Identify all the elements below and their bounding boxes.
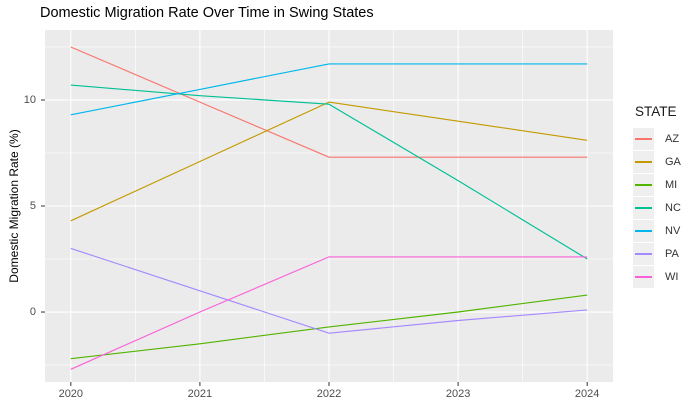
legend-key-line <box>635 253 652 255</box>
x-axis-tick-label: 2023 <box>445 388 471 400</box>
series-line-PA <box>70 247 588 334</box>
legend-title: STATE <box>635 104 677 119</box>
legend-key-line <box>635 138 652 140</box>
legend: STATE AZ GA MI NC NV PA WI <box>633 104 681 289</box>
y-axis-tick-label: 5 <box>29 200 36 212</box>
legend-label: AZ <box>665 133 680 145</box>
legend-key-line <box>635 276 652 278</box>
legend-key-icon <box>633 220 654 242</box>
legend-label: NC <box>665 202 681 214</box>
legend-key-icon <box>633 151 654 173</box>
legend-item-GA: GA <box>633 151 681 173</box>
y-axis-tick-label: 10 <box>23 93 36 106</box>
series-line-MI <box>70 294 588 360</box>
series-line-GA <box>70 101 588 222</box>
legend-label: MI <box>665 179 678 191</box>
legend-label: GA <box>665 156 681 168</box>
series-line-WI <box>70 256 588 370</box>
series-line-NC <box>70 84 588 260</box>
series-line-AZ <box>70 46 588 158</box>
x-axis-tick-label: 2020 <box>58 388 84 400</box>
legend-item-PA: PA <box>633 243 681 265</box>
legend-item-WI: WI <box>633 266 681 288</box>
series-line-NV <box>70 63 588 116</box>
legend-item-NC: NC <box>633 197 681 219</box>
legend-key-line <box>635 184 652 186</box>
legend-item-NV: NV <box>633 220 681 242</box>
x-axis-tick-label: 2022 <box>316 388 342 400</box>
legend-label: NV <box>665 225 681 237</box>
legend-key-line <box>635 207 652 209</box>
y-axis-tick-label: 0 <box>29 306 36 319</box>
legend-item-AZ: AZ <box>633 128 681 150</box>
legend-label: WI <box>665 271 679 283</box>
legend-key-icon <box>633 266 654 288</box>
legend-items: AZ GA MI NC NV PA WI <box>633 128 681 288</box>
legend-key-line <box>635 230 652 232</box>
legend-label: PA <box>665 248 679 260</box>
legend-key-icon <box>633 243 654 265</box>
legend-key-icon <box>633 197 654 219</box>
legend-key-line <box>635 161 652 163</box>
legend-item-MI: MI <box>633 174 681 196</box>
x-axis-tick-label: 2021 <box>187 388 213 400</box>
legend-key-icon <box>633 128 654 150</box>
legend-key-icon <box>633 174 654 196</box>
x-axis-tick-label: 2024 <box>574 388 600 400</box>
chart-title: Domestic Migration Rate Over Time in Swi… <box>40 5 374 21</box>
